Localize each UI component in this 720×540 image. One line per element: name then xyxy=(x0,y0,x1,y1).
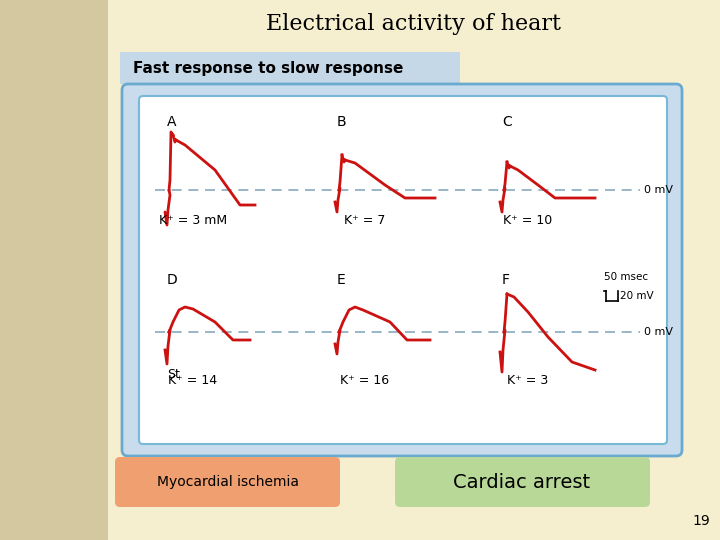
FancyBboxPatch shape xyxy=(0,0,108,540)
Text: K⁺ = 16: K⁺ = 16 xyxy=(341,374,390,387)
Text: K⁺ = 10: K⁺ = 10 xyxy=(503,213,553,226)
Text: 0 mV: 0 mV xyxy=(644,185,673,195)
Text: C: C xyxy=(502,115,512,129)
Text: 20 mV: 20 mV xyxy=(620,291,654,301)
Text: A: A xyxy=(167,115,176,129)
Text: St: St xyxy=(167,368,180,381)
Text: 19: 19 xyxy=(692,514,710,528)
Text: D: D xyxy=(167,273,178,287)
Text: F: F xyxy=(502,273,510,287)
FancyBboxPatch shape xyxy=(120,52,460,84)
FancyBboxPatch shape xyxy=(139,96,667,444)
Text: 0 mV: 0 mV xyxy=(644,327,673,337)
Text: Myocardial ischemia: Myocardial ischemia xyxy=(157,475,299,489)
Text: 50 msec: 50 msec xyxy=(604,272,648,282)
Text: Fast response to slow response: Fast response to slow response xyxy=(133,60,403,76)
Text: Electrical activity of heart: Electrical activity of heart xyxy=(266,13,562,35)
Text: Cardiac arrest: Cardiac arrest xyxy=(454,472,590,491)
Text: K⁺ = 14: K⁺ = 14 xyxy=(168,374,217,387)
Text: E: E xyxy=(337,273,346,287)
FancyBboxPatch shape xyxy=(115,457,340,507)
Text: K⁺ = 3: K⁺ = 3 xyxy=(508,374,549,387)
FancyBboxPatch shape xyxy=(395,457,650,507)
Text: B: B xyxy=(337,115,346,129)
FancyBboxPatch shape xyxy=(108,0,720,50)
FancyBboxPatch shape xyxy=(122,84,682,456)
Text: K⁺ = 3 mM: K⁺ = 3 mM xyxy=(159,213,227,226)
Text: K⁺ = 7: K⁺ = 7 xyxy=(344,213,386,226)
